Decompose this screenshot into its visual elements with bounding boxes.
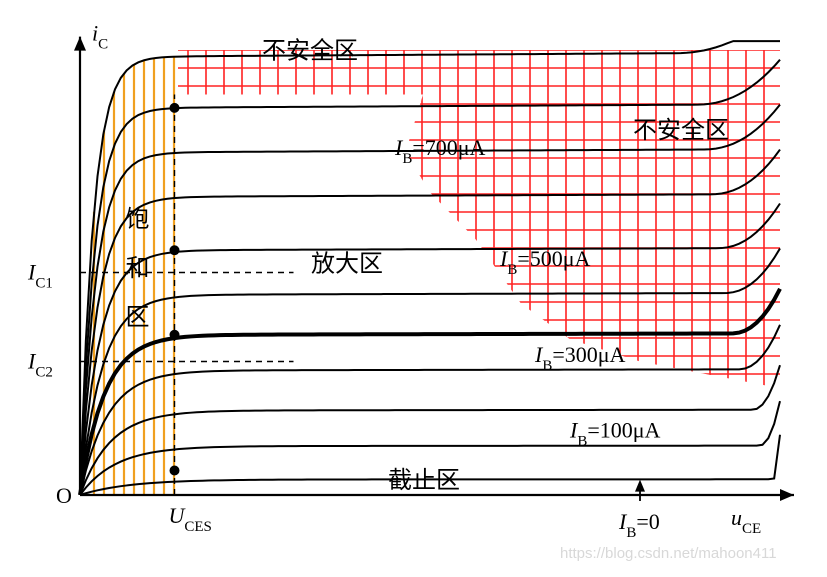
- sat-label-0: 饱: [126, 206, 150, 233]
- marker-2: [170, 330, 180, 340]
- sat-label-1: 和: [126, 255, 150, 282]
- watermark: https://blog.csdn.net/mahoon411: [560, 545, 777, 562]
- unsafe-right-label: 不安全区: [633, 117, 729, 144]
- marker-0: [170, 103, 180, 113]
- marker-3: [170, 466, 180, 476]
- origin-label: O: [56, 483, 72, 508]
- unsafe-top-label: 不安全区: [262, 38, 358, 65]
- marker-1: [170, 245, 180, 255]
- cutoff-label: 截止区: [388, 467, 460, 494]
- sat-label-2: 区: [126, 305, 150, 331]
- amplify-label: 放大区: [311, 251, 383, 278]
